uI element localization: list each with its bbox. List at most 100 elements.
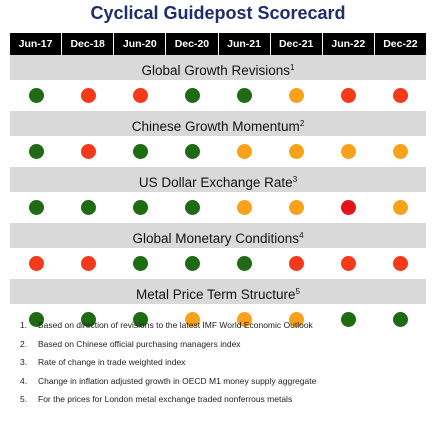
signal-cell — [10, 192, 62, 223]
signal-cell — [218, 80, 270, 111]
signal-cell — [166, 304, 218, 335]
scorecard-title: Cyclical Guidepost Scorecard — [90, 3, 346, 23]
signal-dot-orange — [236, 200, 252, 215]
signal-dot-red — [340, 256, 356, 271]
signal-cell — [322, 80, 374, 111]
signal-dot-green — [132, 312, 148, 327]
signal-dot-orange — [236, 312, 252, 327]
signal-dot-green — [184, 200, 200, 215]
signal-cell — [374, 136, 426, 167]
signal-cell — [114, 248, 166, 279]
signal-row — [10, 136, 426, 167]
metric-list: Global Growth Revisions1 Chinese Growth M… — [10, 55, 426, 335]
footnote-item: 2. Based on Chinese official purchasing … — [20, 335, 420, 354]
signal-cell — [166, 136, 218, 167]
metric-footnote-ref: 2 — [299, 119, 305, 128]
signal-cell — [10, 136, 62, 167]
signal-cell — [62, 248, 114, 279]
metric-footnote-ref: 5 — [295, 287, 300, 296]
signal-dot-orange — [288, 88, 304, 103]
date-header-cell: Dec-20 — [166, 33, 219, 55]
signal-dot-red — [80, 88, 96, 103]
signal-row — [10, 80, 426, 111]
signal-dot-red — [28, 256, 44, 271]
signal-dot-green — [340, 312, 356, 327]
signal-dot-orange — [184, 312, 200, 327]
signal-dot-orange — [392, 144, 408, 159]
signal-dot-green — [184, 88, 200, 103]
footnote-number: 5. — [20, 394, 28, 405]
metric-label-row: Global Monetary Conditions4 — [10, 223, 426, 248]
signal-dot-red — [340, 88, 356, 103]
signal-cell — [10, 248, 62, 279]
footnote-item: 5. For the prices for London metal excha… — [20, 390, 420, 409]
signal-dot-green — [80, 312, 96, 327]
signal-cell — [166, 80, 218, 111]
signal-dot-green — [28, 144, 44, 159]
signal-cell — [218, 304, 270, 335]
footnote-item: 1. Based on direction of revisions to th… — [20, 316, 420, 335]
metric-label-row: Global Growth Revisions1 — [10, 55, 426, 80]
signal-cell — [322, 192, 374, 223]
signal-cell — [322, 248, 374, 279]
footnote-text: For the prices for London metal exchange… — [38, 394, 293, 405]
date-header-cell: Jun-20 — [114, 33, 167, 55]
metric-label: Chinese Growth Momentum — [131, 119, 300, 134]
date-header-cell: Dec-18 — [62, 33, 115, 55]
signal-dot-orange — [236, 144, 252, 159]
signal-cell — [114, 80, 166, 111]
date-header-row: Jun-17 Dec-18 Jun-20 Dec-20 Jun-21 Dec-2… — [10, 33, 426, 55]
signal-dot-green — [184, 144, 200, 159]
signal-cell — [322, 304, 374, 335]
date-header-cell: Jun-21 — [219, 33, 271, 55]
signal-dot-red — [288, 256, 304, 271]
signal-dot-dark-red — [340, 200, 356, 215]
signal-cell — [114, 136, 166, 167]
signal-cell — [114, 304, 166, 335]
metric-footnote-ref: 4 — [299, 231, 304, 240]
signal-dot-green — [132, 256, 148, 271]
signal-dot-green — [28, 312, 44, 327]
footnotes: 1. Based on direction of revisions to th… — [20, 316, 420, 409]
signal-dot-green — [28, 88, 44, 103]
metric-label: Global Growth Revisions — [141, 63, 291, 78]
signal-dot-orange — [288, 312, 304, 327]
signal-cell — [270, 136, 322, 167]
signal-cell — [62, 304, 114, 335]
footnote-number: 2. — [20, 338, 28, 349]
footnote-text: Based on direction of revisions to the l… — [38, 320, 313, 330]
date-header-cell: Dec-22 — [383, 38, 418, 50]
signal-row — [10, 248, 426, 279]
footnote-number: 3. — [20, 357, 28, 368]
signal-cell — [62, 136, 114, 167]
signal-dot-green — [236, 256, 252, 271]
signal-cell — [374, 80, 426, 111]
signal-row — [10, 192, 426, 223]
signal-dot-orange — [288, 200, 304, 215]
signal-dot-green — [392, 312, 408, 327]
signal-dot-orange — [340, 144, 356, 159]
signal-cell — [166, 248, 218, 279]
signal-cell — [374, 304, 426, 335]
signal-dot-red — [392, 256, 408, 271]
footnote-text: Rate of change in trade weighted index — [38, 357, 186, 368]
scorecard-table: Jun-17 Dec-18 Jun-20 Dec-20 Jun-21 Dec-2… — [10, 33, 426, 335]
signal-cell — [218, 192, 270, 223]
signal-cell — [374, 192, 426, 223]
signal-cell — [62, 80, 114, 111]
signal-dot-red — [392, 88, 408, 103]
signal-cell — [270, 80, 322, 111]
signal-dot-red — [80, 144, 96, 159]
metric-label-row: Chinese Growth Momentum2 — [10, 111, 426, 136]
footnote-text: Change in inflation adjusted growth in O… — [38, 375, 317, 386]
signal-cell — [10, 304, 62, 335]
footnote-text: Based on Chinese official purchasing man… — [38, 338, 241, 349]
signal-dot-orange — [392, 200, 408, 215]
date-header-cell: Jun-17 — [10, 33, 63, 55]
signal-cell — [10, 80, 62, 111]
signal-row — [10, 304, 426, 335]
metric-footnote-ref: 1 — [290, 63, 295, 72]
signal-dot-green — [236, 88, 252, 103]
date-header-cell: Dec-21 — [271, 33, 323, 55]
signal-cell — [374, 248, 426, 279]
